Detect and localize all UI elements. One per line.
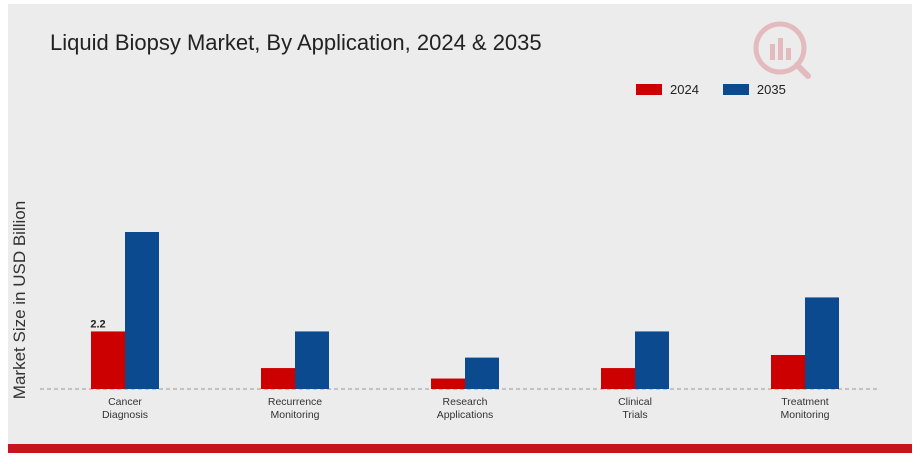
bar-2024-treatment-monitoring — [771, 354, 805, 389]
bar-2035-clinical-trials — [635, 331, 669, 389]
bar-2024-clinical-trials — [601, 368, 635, 389]
legend-item-2024: 2024 — [636, 82, 699, 97]
bar-2035-cancer-diagnosis — [125, 232, 159, 389]
bottom-accent-bar — [8, 444, 912, 453]
x-tick-label: Cancer — [108, 396, 142, 408]
x-tick-label: Monitoring — [780, 409, 829, 421]
bar-2024-cancer-diagnosis — [91, 331, 125, 389]
legend: 2024 2035 — [636, 80, 800, 98]
legend-label-2035: 2035 — [756, 81, 786, 97]
legend-label-2024: 2024 — [670, 81, 699, 97]
legend-swatch-2035 — [722, 83, 749, 95]
x-tick-label: Research — [443, 396, 488, 408]
bar-2035-treatment-monitoring — [805, 297, 839, 389]
watermark-logo-icon — [753, 21, 811, 79]
data-label: 2.2 — [90, 318, 105, 330]
bar-2035-research-applications — [465, 357, 499, 389]
x-tick-label: Trials — [622, 409, 647, 421]
x-tick-label: Monitoring — [270, 409, 319, 421]
legend-item-2035: 2035 — [722, 81, 786, 97]
x-tick-label: Recurrence — [268, 396, 322, 408]
chart-title: Liquid Biopsy Market, By Application, 20… — [50, 30, 542, 55]
legend-swatch-2024 — [636, 83, 662, 95]
bar-2035-recurrence-monitoring — [295, 331, 329, 389]
x-tick-label: Diagnosis — [102, 409, 148, 421]
bar-2024-research-applications — [431, 378, 465, 389]
bar-2024-recurrence-monitoring — [261, 368, 295, 389]
x-tick-label: Applications — [437, 409, 494, 421]
x-tick-label: Clinical — [618, 396, 652, 408]
x-tick-label: Treatment — [781, 396, 829, 408]
